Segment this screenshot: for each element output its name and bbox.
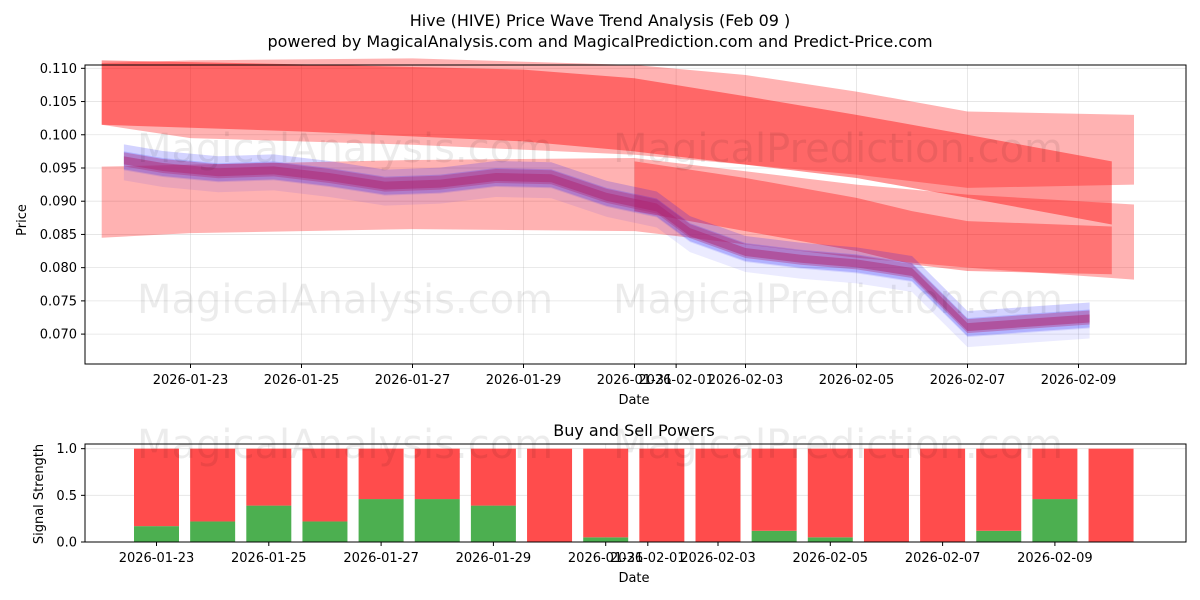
buy-bar (414, 499, 460, 542)
sell-bar (863, 448, 909, 542)
watermark-analysis-bottom: MagicalAnalysis.com (137, 422, 553, 468)
buy-sell-x-axis: 2026-01-23 2026-01-25 2026-01-27 2026-01-29… (119, 542, 1093, 566)
price-y-tick-label: 0.105 (40, 95, 77, 110)
price-y-tick-label: 0.090 (40, 195, 77, 210)
buy-bar (134, 526, 179, 542)
sell-bar (302, 448, 348, 522)
price-x-tick-label: 2026-01-29 (486, 373, 562, 388)
price-x-tick-label: 2026-02-09 (1041, 373, 1117, 388)
price-panel: MagicalAnalysis.com MagicalPrediction.co… (15, 58, 1187, 408)
buy-bar (1032, 499, 1078, 542)
sell-bar (190, 448, 236, 522)
price-wave-halo-3 (123, 151, 1090, 337)
price-wave-core-1 (123, 152, 1090, 334)
price-x-tick-label: 2026-01-31 (597, 373, 673, 388)
sell-bar (639, 448, 685, 542)
buy-sell-y-axis: 0.0 0.5 1.0 (56, 442, 85, 551)
price-wave-core-2 (123, 156, 1090, 332)
chart-title: Hive (HIVE) Price Wave Trend Analysis (F… (410, 11, 791, 30)
price-y-tick-label: 0.075 (40, 294, 77, 309)
buy-bar (751, 530, 797, 542)
price-y-tick-label: 0.085 (40, 228, 77, 243)
buy-sell-title: Buy and Sell Powers (553, 421, 715, 440)
buy-bar (190, 521, 236, 542)
buy-sell-bars (134, 448, 1134, 542)
watermark-prediction-bottom: MagicalPrediction.com (613, 422, 1063, 468)
price-x-tick-label: 2026-02-07 (930, 373, 1006, 388)
buy-sell-panel: Buy and Sell Powers MagicalAnalysis.com … (32, 421, 1187, 586)
sell-bar (695, 448, 741, 542)
trend-band-3 (101, 158, 1135, 280)
price-y-tick-label: 0.070 (40, 328, 77, 343)
sell-bar (134, 448, 179, 527)
watermark-prediction-top: MagicalPrediction.com (613, 126, 1063, 172)
buy-sell-x-tick-label: 2026-01-27 (343, 551, 419, 566)
sell-bar (807, 448, 853, 538)
sell-bar (470, 448, 516, 506)
buy-bar (976, 530, 1022, 542)
price-x-tick-label: 2026-01-25 (264, 373, 340, 388)
price-x-tick-label: 2026-02-05 (819, 373, 895, 388)
buy-bar (470, 505, 516, 542)
price-wave-halo-2 (123, 144, 1090, 338)
price-y-tick-label: 0.080 (40, 261, 77, 276)
sell-bar (358, 448, 404, 500)
sell-bar (920, 448, 966, 542)
price-x-tick-label: 2026-01-23 (153, 373, 229, 388)
price-watermarks: MagicalAnalysis.com MagicalPrediction.co… (137, 126, 1063, 323)
buy-sell-x-tick-label: 2026-01-25 (231, 551, 307, 566)
buy-sell-x-tick-label: 2026-01-31 (568, 551, 644, 566)
price-y-tick-label: 0.095 (40, 161, 77, 176)
sell-bar (976, 448, 1022, 531)
sell-bar (583, 448, 629, 538)
watermark-prediction-mid: MagicalPrediction.com (613, 277, 1063, 323)
trend-band-4 (634, 161, 1112, 275)
price-x-tick-label: 2026-01-27 (375, 373, 451, 388)
trend-bands (101, 58, 1135, 280)
buy-sell-plot-frame (84, 443, 1187, 543)
price-y-tick-label: 0.110 (40, 62, 77, 77)
watermark-analysis-mid: MagicalAnalysis.com (137, 277, 553, 323)
buy-bar (807, 537, 853, 542)
buy-sell-x-tick-label: 2026-01-29 (456, 551, 532, 566)
trend-band-2 (101, 58, 1135, 188)
price-x-tick-label: 2026-02-01 (638, 373, 714, 388)
price-grid (85, 65, 1186, 364)
price-wave-halo-1 (123, 144, 1090, 348)
price-plot-frame (84, 64, 1187, 365)
buy-sell-y-tick-label: 1.0 (56, 442, 77, 457)
buy-sell-x-tick-label: 2026-02-05 (793, 551, 869, 566)
sell-bar (414, 448, 460, 500)
sell-bar (1088, 448, 1134, 542)
price-x-tick-label: 2026-02-03 (708, 373, 784, 388)
buy-bar (246, 505, 292, 542)
price-y-tick-label: 0.100 (40, 128, 77, 143)
price-waves (123, 144, 1090, 348)
buy-sell-y-label: Signal Strength (32, 444, 47, 544)
trend-band-1 (101, 60, 1112, 225)
chart-subtitle: powered by MagicalAnalysis.com and Magic… (267, 32, 932, 51)
buy-sell-y-tick-label: 0.0 (56, 536, 77, 551)
price-x-axis: 2026-01-23 2026-01-25 2026-01-27 2026-01-29… (153, 364, 1117, 388)
buy-sell-y-tick-label: 0.5 (56, 489, 77, 504)
buy-sell-x-tick-label: 2026-01-23 (119, 551, 195, 566)
buy-bar (302, 521, 348, 542)
buy-sell-x-tick-label: 2026-02-03 (680, 551, 756, 566)
price-y-label: Price (15, 204, 30, 236)
buy-sell-x-label: Date (618, 571, 649, 586)
price-x-label: Date (618, 393, 649, 408)
buy-sell-watermarks: MagicalAnalysis.com MagicalPrediction.co… (137, 422, 1063, 468)
buy-sell-x-tick-label: 2026-02-09 (1017, 551, 1093, 566)
buy-sell-x-tick-label: 2026-02-07 (905, 551, 981, 566)
buy-bar (358, 499, 404, 542)
sell-bar (246, 448, 292, 506)
buy-bar (583, 537, 629, 542)
price-y-axis: 0.070 0.075 0.080 0.085 0.090 0.095 0.100 0.105… (40, 62, 85, 343)
watermark-analysis-top: MagicalAnalysis.com (137, 126, 553, 172)
sell-bar (527, 448, 573, 542)
sell-bar (751, 448, 797, 531)
sell-bar (1032, 448, 1078, 500)
buy-sell-x-tick-label: 2026-02-01 (610, 551, 686, 566)
